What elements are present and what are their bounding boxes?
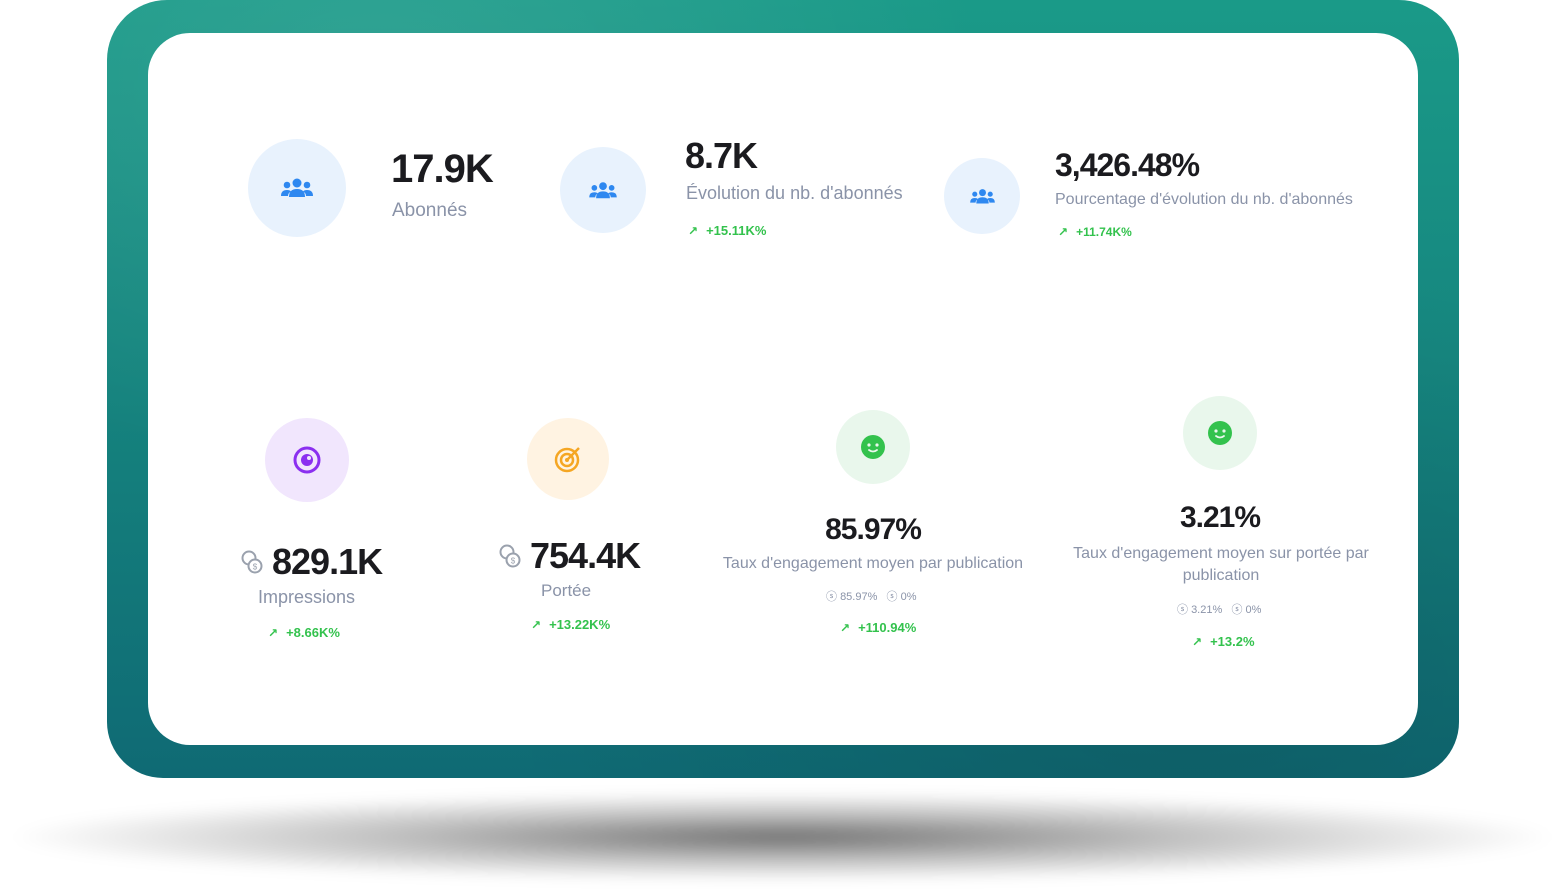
reach-engagement-sub-stats: ⓢ 3.21% ⓢ 0% <box>1177 601 1261 617</box>
coins-icon: $ <box>498 543 522 569</box>
arrow-up-right-icon: ↗ <box>1192 635 1203 649</box>
arrow-up-right-icon: ↗ <box>268 626 279 640</box>
reach-trend-value: +13.22K% <box>549 617 611 632</box>
smiley-icon <box>860 434 886 460</box>
reach-engagement-label-line1: Taux d'engagement moyen sur portée par <box>1073 545 1369 562</box>
info-icon: ⓢ <box>886 591 898 603</box>
engagement-label: Taux d'engagement moyen par publication <box>722 555 1024 572</box>
followers-pct-trend-value: +11.74K% <box>1076 225 1132 239</box>
info-icon: ⓢ <box>1177 604 1188 616</box>
engagement-value: 85.97% <box>825 513 922 546</box>
arrow-up-right-icon: ↗ <box>840 621 851 635</box>
engagement-sub-b: 0% <box>900 591 917 603</box>
info-icon: ⓢ <box>1231 604 1243 616</box>
followers-growth-trend: ↗ +15.11K% <box>688 223 766 238</box>
reach-engagement-trend-value: +13.2% <box>1210 634 1255 649</box>
users-icon <box>969 188 996 205</box>
arrow-up-right-icon: ↗ <box>531 618 542 632</box>
reach-engagement-trend: ↗ +13.2% <box>1192 634 1255 649</box>
impressions-trend: ↗ +8.66K% <box>268 625 340 640</box>
target-icon <box>553 444 583 474</box>
drop-shadow <box>0 792 1565 882</box>
stats-card: 17.9K Abonnés 8.7K Évolution du nb. d'ab… <box>148 33 1418 745</box>
info-icon: ⓢ <box>826 591 837 603</box>
engagement-sub-a: 85.97% <box>840 591 878 603</box>
reach-engagement-value: 3.21% <box>1179 501 1261 534</box>
followers-pct-icon-circle <box>944 158 1020 234</box>
reach-icon-circle <box>527 418 609 500</box>
users-icon <box>280 177 314 199</box>
impressions-trend-value: +8.66K% <box>286 625 340 640</box>
impressions-label: Impressions <box>258 587 356 607</box>
svg-text:$: $ <box>253 563 258 572</box>
arrow-up-right-icon: ↗ <box>688 224 699 238</box>
impressions-value: 829.1K <box>272 541 383 582</box>
users-icon <box>588 181 618 200</box>
followers-growth-label: Évolution du nb. d'abonnés <box>686 183 903 203</box>
reach-engagement-icon-circle <box>1183 396 1257 470</box>
reach-engagement-sub-a: 3.21% <box>1191 604 1223 616</box>
engagement-icon-circle <box>836 410 910 484</box>
followers-pct-trend: ↗ +11.74K% <box>1058 225 1132 239</box>
followers-pct-value: 3,426.48% <box>1055 147 1200 183</box>
reach-value: 754.4K <box>530 535 641 576</box>
reach-label: Portée <box>541 581 592 600</box>
smiley-icon <box>1207 420 1233 446</box>
reach-engagement-sub-b: 0% <box>1245 604 1262 616</box>
followers-icon-circle <box>248 139 346 237</box>
svg-text:$: $ <box>511 557 516 566</box>
followers-growth-trend-value: +15.11K% <box>706 223 767 238</box>
impressions-icon-circle <box>265 418 349 502</box>
reach-trend: ↗ +13.22K% <box>531 617 610 632</box>
coins-icon: $ <box>240 549 264 575</box>
arrow-up-right-icon: ↗ <box>1058 225 1069 239</box>
followers-pct-label: Pourcentage d'évolution du nb. d'abonnés <box>1055 191 1353 208</box>
followers-value: 17.9K <box>391 147 494 191</box>
followers-label: Abonnés <box>392 200 468 221</box>
engagement-sub-stats: ⓢ 85.97% ⓢ 0% <box>826 588 917 604</box>
engagement-trend: ↗ +110.94% <box>840 620 916 635</box>
reach-engagement-label-line2: publication <box>1182 567 1260 584</box>
eye-icon <box>292 445 322 475</box>
engagement-trend-value: +110.94% <box>858 620 917 635</box>
followers-growth-value: 8.7K <box>685 135 758 176</box>
followers-growth-icon-circle <box>560 147 646 233</box>
